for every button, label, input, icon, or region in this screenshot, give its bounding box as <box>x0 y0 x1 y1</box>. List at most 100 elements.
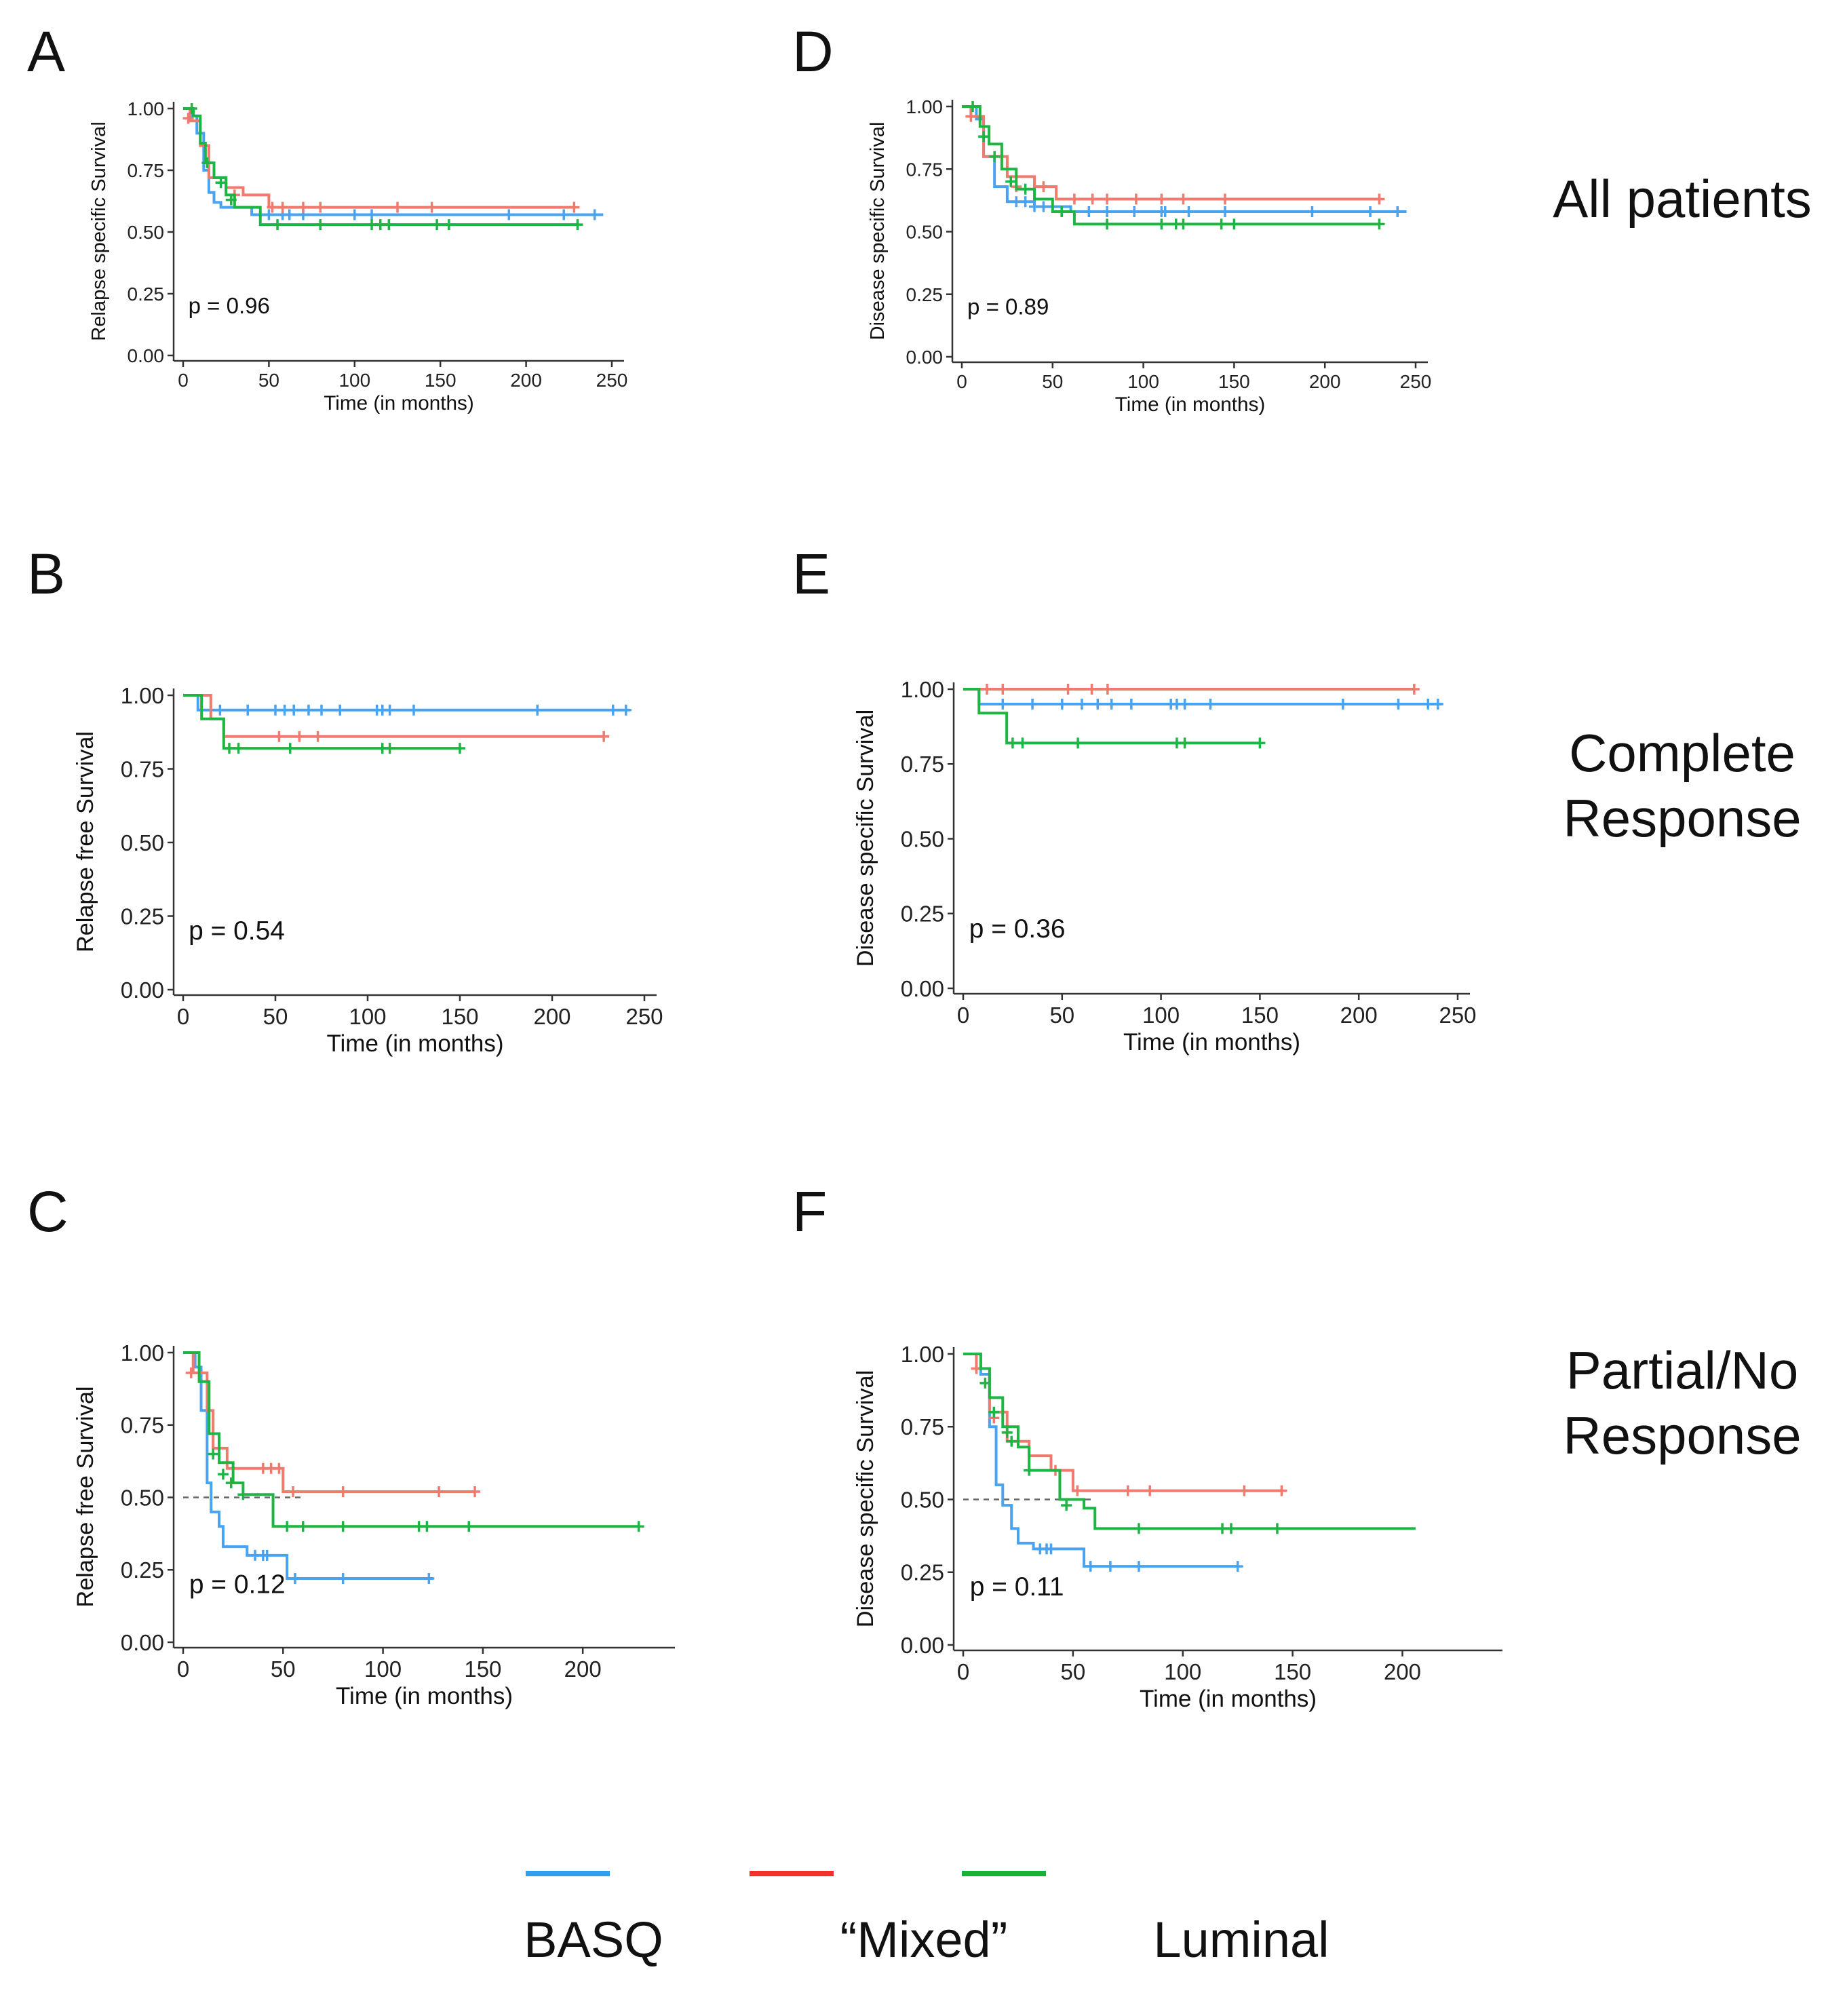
legend-label: Luminal <box>1153 1912 1329 1968</box>
censor-mark-basq <box>423 1573 435 1585</box>
x-tick-label: 100 <box>349 1004 386 1029</box>
censor-mark-mixed <box>1178 193 1189 205</box>
x-tick-label: 100 <box>1142 1003 1180 1028</box>
x-tick-label: 50 <box>258 370 279 391</box>
p-value: p = 0.54 <box>189 916 285 946</box>
censor-mark-basq <box>1133 1561 1144 1572</box>
censor-mark-luminal <box>284 743 296 754</box>
censor-mark-basq <box>261 1549 273 1561</box>
censor-mark-mixed <box>1122 1485 1133 1496</box>
y-axis-title: Disease specific Survival <box>853 710 878 967</box>
censor-mark-mixed <box>981 684 992 695</box>
chart-panel-f: F 0.00 0.25 0.50 0.75 1.00 0 50 100 150 200 Time (i… <box>792 1180 1502 1712</box>
censor-mark-mixed <box>1072 1485 1083 1496</box>
censor-mark-luminal <box>1005 176 1017 187</box>
y-tick-label: 1.00 <box>121 1340 164 1365</box>
x-tick-label: 150 <box>1218 371 1250 392</box>
y-tick-label: 0.00 <box>906 347 944 368</box>
censor-mark-basq <box>1306 206 1318 217</box>
censor-mark-mixed <box>1130 193 1142 205</box>
x-tick-label: 0 <box>177 1656 189 1682</box>
censor-mark-mixed <box>182 113 194 124</box>
p-value: p = 0.89 <box>967 294 1049 319</box>
censor-mark-luminal <box>431 219 443 231</box>
x-tick-label: 150 <box>464 1656 501 1682</box>
censor-mark-mixed <box>965 111 977 122</box>
x-tick-label: 0 <box>957 1659 969 1684</box>
censor-mark-basq <box>316 704 327 716</box>
censor-mark-basq <box>1102 206 1113 217</box>
censor-mark-mixed <box>294 731 305 742</box>
censor-mark-mixed <box>273 731 285 742</box>
censor-mark-mixed <box>1408 684 1420 695</box>
survival-curve-mixed <box>183 1351 475 1493</box>
y-tick-label: 0.00 <box>121 1630 164 1655</box>
censor-mark-mixed <box>1276 1485 1287 1496</box>
y-tick-label: 0.25 <box>121 1557 164 1583</box>
panel-letter: A <box>27 20 65 83</box>
censor-mark-mixed <box>568 201 580 213</box>
censor-mark-luminal <box>208 1448 219 1460</box>
censor-mark-luminal <box>1216 218 1227 230</box>
x-tick-label: 250 <box>596 370 628 391</box>
x-tick-label: 200 <box>510 370 542 391</box>
chart-panel-e: E 0.00 0.25 0.50 0.75 1.00 0 50 100 150 200 250 Time… <box>792 542 1477 1055</box>
censor-mark-luminal <box>633 1521 644 1532</box>
censor-mark-basq <box>288 704 300 716</box>
censor-mark-basq <box>620 704 632 716</box>
survival-curve-basq <box>962 105 1407 213</box>
censor-mark-basq <box>1159 206 1171 217</box>
y-tick-label: 0.00 <box>121 977 164 1003</box>
panel-letter: E <box>792 542 830 606</box>
censor-mark-basq <box>1432 699 1443 710</box>
censor-mark-luminal <box>1001 1427 1013 1438</box>
censor-mark-luminal <box>1019 183 1031 195</box>
censor-mark-basq <box>349 209 360 220</box>
x-axis-title: Time (in months) <box>1115 393 1265 416</box>
censor-mark-luminal <box>978 131 990 142</box>
x-tick-label: 100 <box>364 1656 402 1682</box>
censor-mark-luminal <box>1271 1523 1283 1534</box>
censor-mark-mixed <box>1086 684 1098 695</box>
survival-curve-basq <box>183 694 630 712</box>
row-label: Partial/No Response <box>1563 1340 1801 1465</box>
censor-mark-luminal <box>384 743 395 754</box>
censor-mark-luminal <box>979 1377 991 1389</box>
censor-mark-basq <box>242 704 254 716</box>
x-tick-label: 200 <box>1309 371 1341 392</box>
chart-panel-d: D 0.00 0.25 0.50 0.75 1.00 0 50 100 150 200 250 Time… <box>792 20 1431 416</box>
survival-curve-luminal <box>963 1353 1416 1530</box>
censor-mark-mixed <box>1220 193 1231 205</box>
p-value: p = 0.96 <box>189 294 270 319</box>
censor-mark-basq <box>607 704 619 716</box>
y-tick-label: 0.25 <box>906 284 944 305</box>
censor-mark-basq <box>589 209 600 220</box>
censor-mark-basq <box>1104 1561 1116 1572</box>
censor-mark-basq <box>337 1573 349 1585</box>
censor-mark-basq <box>279 704 290 716</box>
row-label-line: All patients <box>1553 169 1812 229</box>
x-tick-label: 200 <box>1384 1659 1421 1684</box>
censor-mark-mixed <box>1068 193 1080 205</box>
censor-mark-basq <box>1392 206 1403 217</box>
censor-mark-basq <box>1011 196 1022 208</box>
censor-mark-basq <box>1083 206 1095 217</box>
censor-mark-basq <box>1129 206 1140 217</box>
censor-mark-basq <box>1085 1561 1096 1572</box>
x-tick-label: 250 <box>625 1004 663 1029</box>
y-tick-label: 0.75 <box>901 1414 944 1439</box>
censor-mark-basq <box>1038 201 1049 212</box>
censor-mark-luminal <box>201 157 213 169</box>
censor-mark-basq <box>270 704 281 716</box>
y-tick-label: 0.50 <box>128 222 165 243</box>
legend: BASQ “Mixed” Luminal <box>524 1871 1329 1968</box>
censor-mark-mixed <box>426 201 438 213</box>
chart-panel-c: C 0.00 0.25 0.50 0.75 1.00 0 50 100 150 200 Time (i… <box>27 1180 675 1709</box>
x-tick-label: 200 <box>564 1656 602 1682</box>
x-tick-label: 150 <box>1241 1003 1279 1028</box>
censor-mark-basq <box>289 1573 300 1585</box>
panel-letter: F <box>792 1180 827 1243</box>
y-tick-label: 1.00 <box>906 96 944 117</box>
x-tick-label: 0 <box>957 1003 969 1028</box>
